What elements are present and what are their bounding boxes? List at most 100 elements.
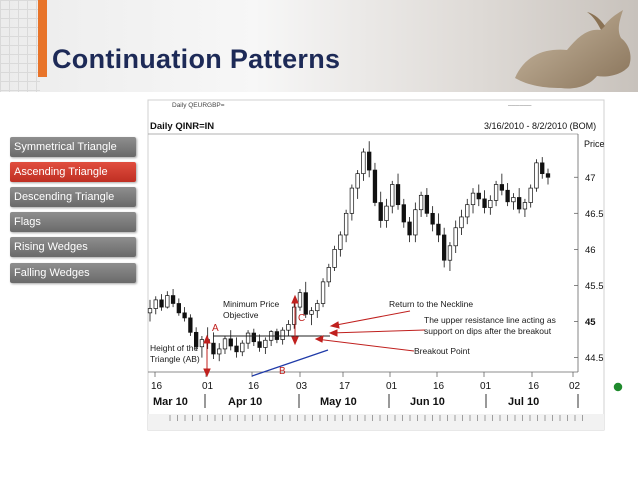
neckline-arrow: [330, 310, 411, 327]
arrow-head: [329, 321, 340, 329]
candle-body: [361, 151, 366, 175]
annotation-text: The upper resistance line acting as supp…: [424, 315, 556, 336]
arrow-head: [314, 335, 324, 343]
candle-body: [338, 234, 343, 250]
x-tick-label: 01: [480, 381, 492, 392]
candle-body: [424, 194, 430, 214]
candle-body: [170, 295, 176, 304]
annotation-resistance-support: The upper resistance line acting as supp…: [424, 315, 576, 337]
annotation-arrows: [203, 294, 426, 378]
candle-body: [153, 299, 158, 309]
candle-body: [303, 292, 308, 315]
x-tick-label: 17: [339, 381, 351, 392]
candle-body: [188, 317, 193, 333]
annotation-text: Height of the Triangle (AB): [150, 343, 200, 364]
x-axis-ticks: 16 01 16 03 17 01 16 01 16 02: [151, 372, 581, 392]
candle-body: [292, 306, 297, 325]
nav-rising-wedges[interactable]: Rising Wedges: [10, 237, 136, 257]
bull-bear-statue-image: [515, 10, 631, 89]
candle-body: [545, 173, 551, 178]
chart-title: Daily QINR=IN: [150, 121, 214, 132]
support-arrow: [329, 329, 426, 334]
candle-body: [488, 200, 493, 208]
y-axis-label: Price: [584, 139, 605, 149]
candle-body: [407, 221, 412, 236]
candle-body: [384, 205, 389, 221]
header-grid-pattern: [0, 0, 40, 92]
candle-body: [159, 299, 164, 308]
candle-body: [447, 245, 453, 261]
candle-body: [534, 162, 539, 189]
candle-body: [217, 348, 222, 355]
nav-label: Ascending Triangle: [14, 166, 108, 178]
arrow-head: [291, 336, 299, 346]
nav-falling-wedges[interactable]: Falling Wedges: [10, 263, 136, 283]
candle-body: [326, 267, 331, 283]
candle-body: [517, 197, 522, 210]
timeline-strip-ticks: [169, 415, 583, 421]
annotation-minimum-price-objective: Minimum Price Objective: [223, 299, 289, 321]
candle-body: [147, 308, 153, 314]
candle-body: [459, 216, 464, 229]
slide-title: Continuation Patterns: [52, 44, 341, 74]
nav-label: Falling Wedges: [14, 267, 90, 279]
label-point-c: C: [298, 313, 306, 324]
candle-body: [263, 339, 268, 348]
chart-frame: [147, 99, 605, 431]
y-tick-label: 47: [585, 173, 596, 184]
candle-body: [511, 197, 516, 203]
candle-body: [245, 332, 251, 344]
annotation-text: Minimum Price Objective: [223, 299, 280, 320]
y-tick-label: 46.5: [585, 209, 604, 220]
x-tick-label: 16: [248, 381, 260, 392]
candle-body: [176, 303, 181, 314]
chart-date-range: 3/16/2010 - 8/2/2010 (BOM): [484, 121, 596, 131]
nav-flags[interactable]: Flags: [10, 212, 136, 232]
candle-body: [315, 303, 320, 312]
nav-label: Flags: [14, 216, 41, 228]
candle-body: [522, 202, 528, 210]
candle-body: [442, 234, 447, 261]
breakout-arrow: [315, 338, 415, 352]
candle-body: [193, 331, 199, 348]
candle-body: [470, 192, 476, 206]
candle-body: [430, 212, 435, 225]
candle-body: [211, 342, 216, 355]
candle-body: [257, 341, 262, 348]
candle-body: [349, 187, 355, 214]
nav-symmetrical-triangle[interactable]: Symmetrical Triangle: [10, 137, 136, 157]
green-status-dot-icon: [612, 381, 624, 393]
month-label: Apr 10: [228, 396, 262, 408]
y-tick-label: 46: [585, 245, 596, 256]
candle-body: [286, 324, 291, 331]
annotation-breakout-point: Breakout Point: [414, 346, 470, 356]
candle-body: [309, 310, 314, 315]
candle-body: [395, 184, 401, 206]
candle-body: [401, 204, 406, 223]
candle-body: [493, 184, 499, 201]
x-tick-label: 16: [151, 381, 163, 392]
candle-body: [540, 162, 545, 175]
nav-ascending-triangle[interactable]: Ascending Triangle: [10, 162, 136, 182]
candle-body: [418, 194, 424, 211]
month-label: Jun 10: [410, 396, 445, 408]
nav-label: Rising Wedges: [14, 241, 88, 253]
nav-label: Symmetrical Triangle: [14, 141, 117, 153]
label-point-b: B: [279, 366, 286, 377]
candle-body: [240, 342, 245, 353]
candle-body: [234, 345, 239, 353]
candle-body: [378, 202, 383, 221]
candle-body: [413, 209, 418, 236]
x-tick-label: 16: [433, 381, 445, 392]
candle-body: [390, 184, 395, 207]
candle-body: [297, 292, 303, 308]
support-trendline: [251, 349, 329, 377]
candle-body: [528, 187, 533, 203]
y-tick-label: 44.5: [585, 353, 604, 364]
y-tick-label: 45.5: [585, 281, 604, 292]
nav-descending-triangle[interactable]: Descending Triangle: [10, 187, 136, 207]
candle-body: [499, 184, 505, 191]
arrow-head: [291, 294, 299, 304]
candle-body: [251, 332, 256, 343]
